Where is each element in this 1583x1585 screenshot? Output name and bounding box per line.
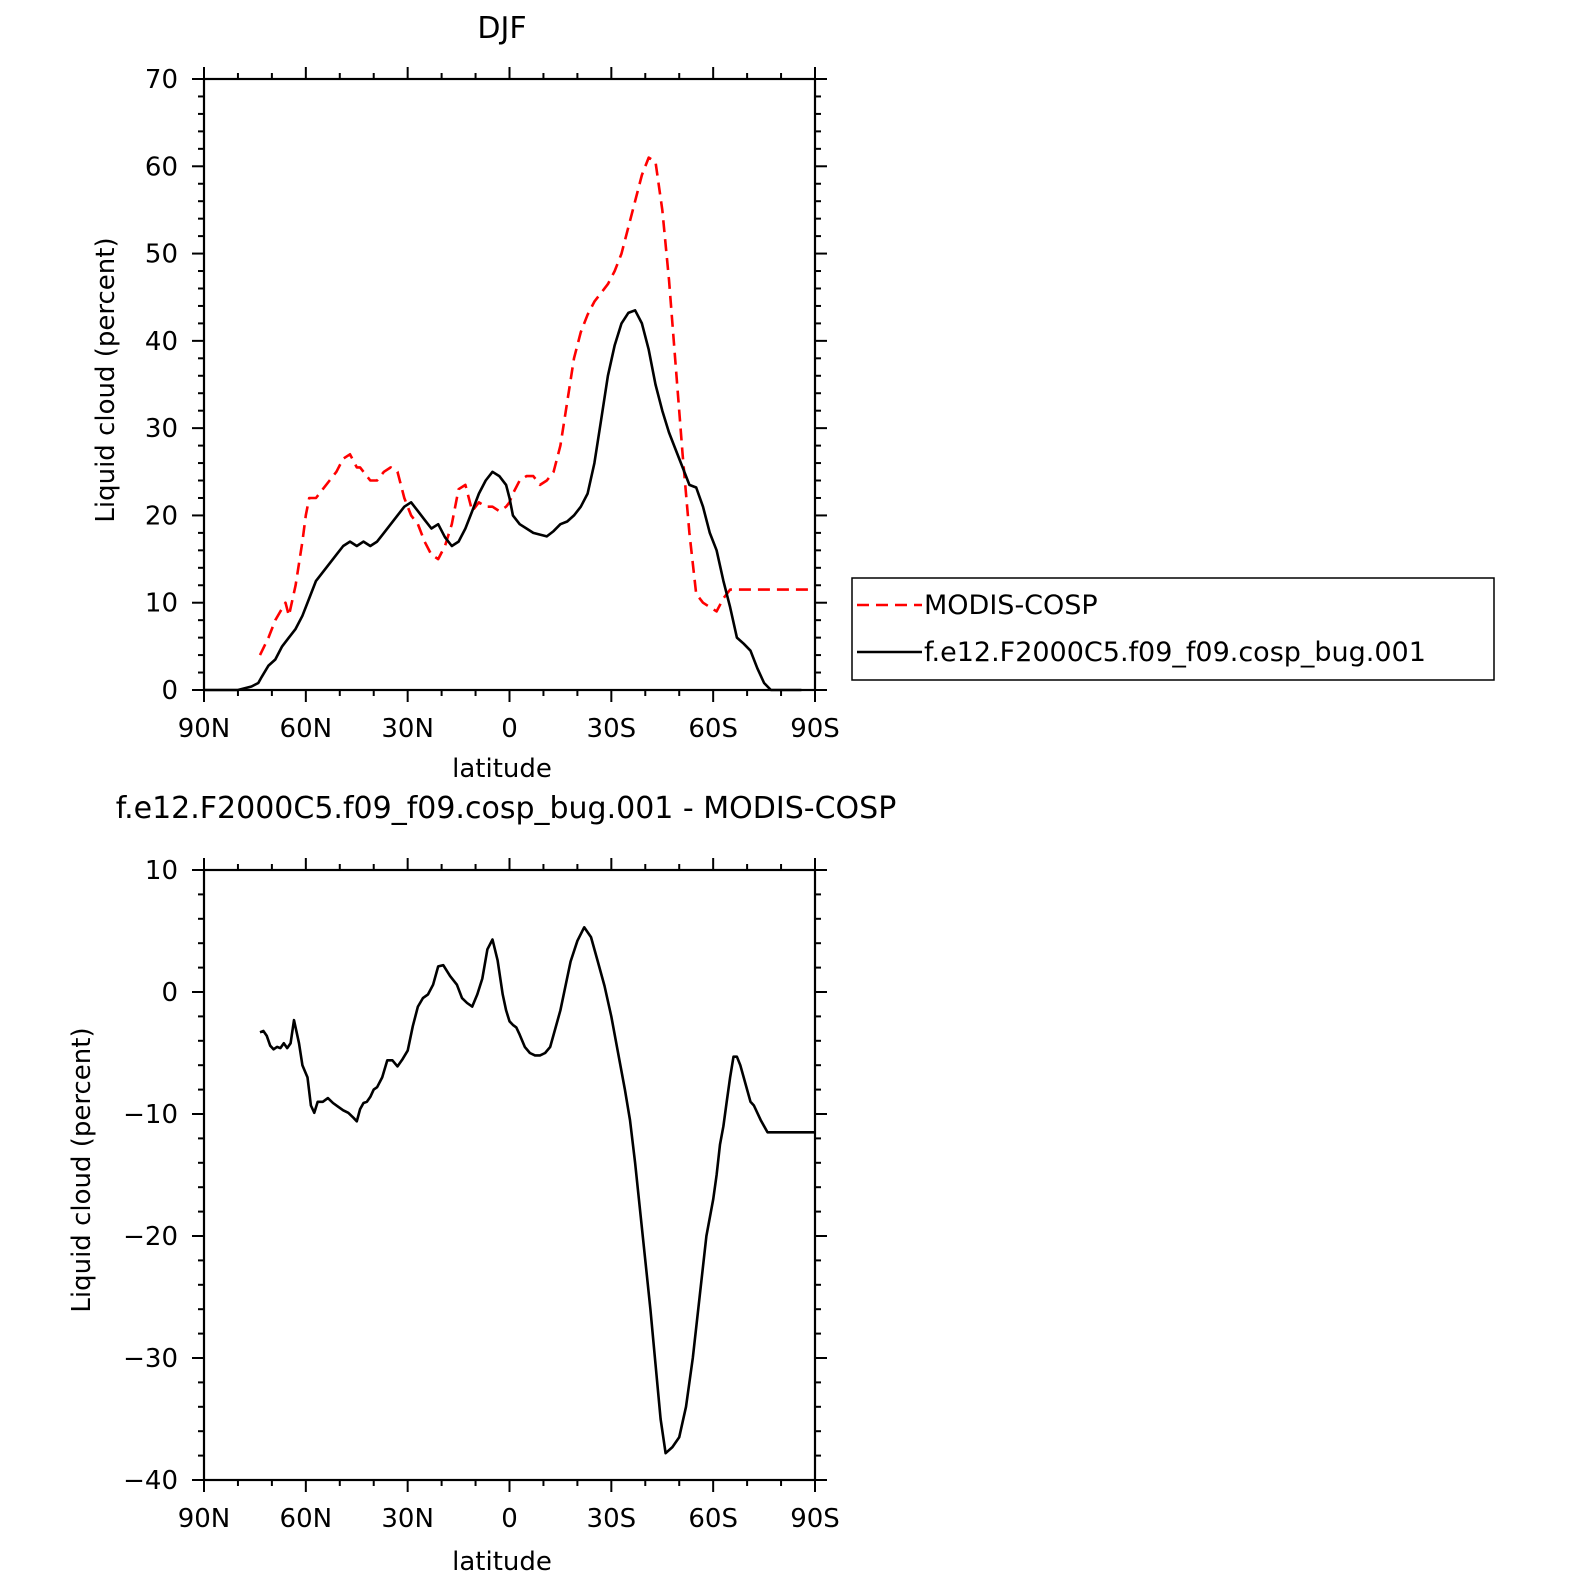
top-y-axis-title: Liquid cloud (percent) [91,237,121,522]
top-y-tick-label: 30 [145,414,178,444]
top-y-tick-label: 20 [145,501,178,531]
bottom-y-tick-label: 0 [161,978,178,1008]
bottom-x-tick-label: 0 [501,1504,518,1534]
top-panel-title: DJF [477,11,526,46]
bottom-panel: f.e12.F2000C5.f09_f09.cosp_bug.001 - MOD… [67,791,896,1577]
top-panel: DJF 90N 60N 30N 0 30S 60S 90S 0 10 20 30 40 50 60 70 l… [91,11,1495,784]
legend-box [851,577,1495,681]
top-x-tick-label: 0 [501,714,518,744]
bottom-plot-frame [202,868,817,1482]
top-x-tick-label: 30S [587,714,637,744]
top-y-tick-label: 40 [145,327,178,357]
bottom-y-tick-label: 10 [145,856,178,886]
top-x-tick-label: 30N [381,714,434,744]
top-y-tick-label: 50 [145,240,178,270]
legend-label-model: f.e12.F2000C5.f09_f09.cosp_bug.001 [924,637,1426,668]
top-plot-frame [202,77,817,692]
top-x-tick-label: 60S [688,714,738,744]
legend-label-modis: MODIS-COSP [924,590,1098,621]
bottom-x-tick-label: 90S [790,1504,840,1534]
top-plot-area: 90N 60N 30N 0 30S 60S 90S 0 10 20 30 40 50 60 70 [145,65,840,744]
top-y-tick-label: 60 [145,152,178,182]
top-y-tick-label: 0 [161,676,178,706]
bottom-x-tick-label: 30S [587,1504,637,1534]
bottom-series-line-0 [259,925,815,1455]
bottom-plot-area: 90N 60N 30N 0 30S 60S 90S −40 −30 −20 −10 0 10 [123,856,840,1534]
top-series-line-1 [204,308,802,692]
top-series-line-0 [258,156,815,656]
top-x-tick-label: 90S [790,714,840,744]
bottom-x-tick-label: 90N [178,1504,231,1534]
bottom-x-tick-label: 30N [381,1504,434,1534]
bottom-y-tick-label: −10 [123,1100,178,1130]
bottom-panel-title: f.e12.F2000C5.f09_f09.cosp_bug.001 - MOD… [116,791,897,826]
top-x-axis-title: latitude [452,754,552,784]
bottom-y-tick-label: −40 [123,1466,178,1496]
bottom-y-tick-label: −20 [123,1222,178,1252]
top-y-tick-label: 10 [145,589,178,619]
bottom-y-axis-title: Liquid cloud (percent) [67,1027,97,1312]
bottom-x-tick-label: 60S [688,1504,738,1534]
bottom-x-axis-title: latitude [452,1547,552,1577]
legend: MODIS-COSP f.e12.F2000C5.f09_f09.cosp_bu… [851,577,1495,681]
top-y-tick-label: 70 [145,65,178,95]
top-x-tick-label: 90N [178,714,231,744]
top-x-tick-label: 60N [280,714,333,744]
bottom-y-tick-label: −30 [123,1344,178,1374]
bottom-x-tick-label: 60N [280,1504,333,1534]
